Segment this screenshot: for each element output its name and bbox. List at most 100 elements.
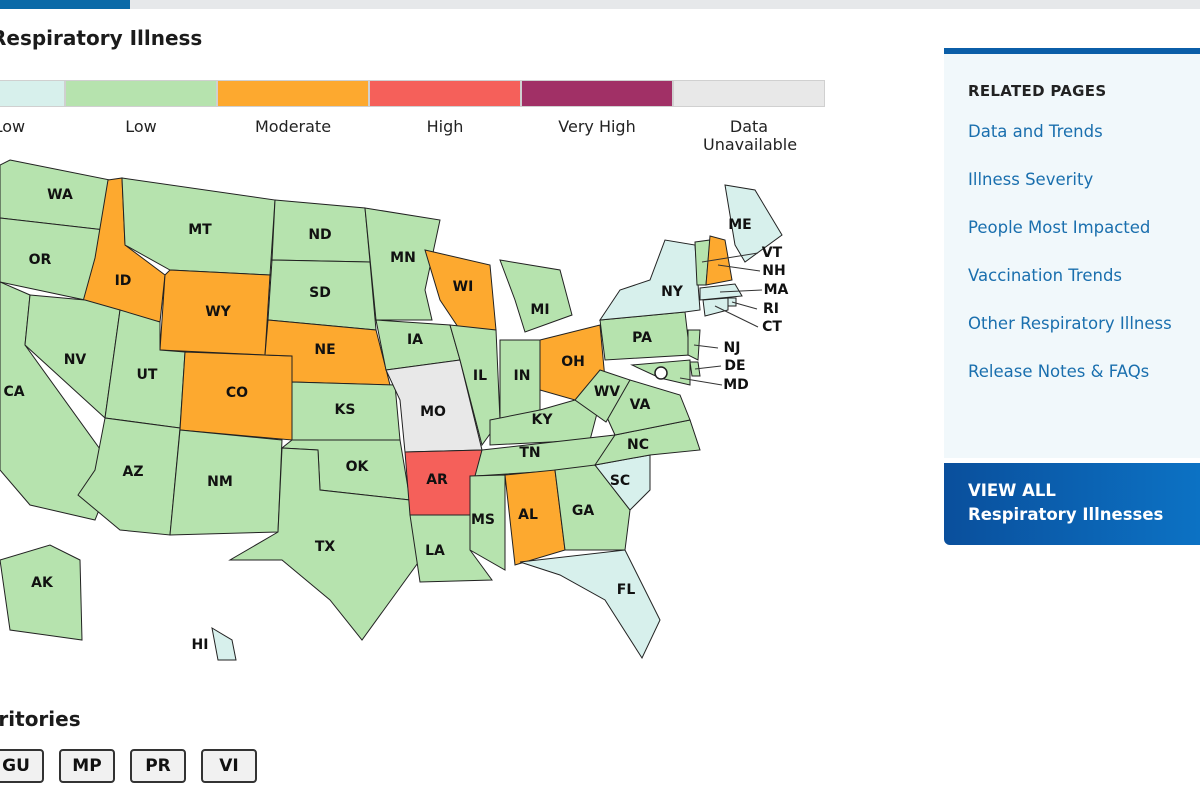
state-label: NV — [64, 352, 87, 368]
progress-segment — [0, 0, 130, 9]
territory-buttons: GU MP PR VI — [0, 749, 257, 783]
state-label: MN — [390, 250, 416, 266]
state[interactable] — [599, 239, 701, 321]
legend-item: Very Low — [0, 80, 65, 136]
legend-label: Low — [125, 117, 157, 136]
state[interactable] — [228, 447, 421, 641]
territory-button[interactable]: VI — [201, 749, 257, 783]
state-label: OH — [561, 354, 585, 370]
state-label: NH — [762, 263, 785, 279]
leader-line — [701, 252, 759, 263]
state-label: IN — [514, 368, 531, 384]
state-label: NY — [661, 284, 684, 300]
sidebar: RELATED PAGES Data and Trends Illness Sev… — [944, 48, 1200, 545]
territories-title: Territories — [0, 707, 81, 731]
state-label: CA — [3, 384, 24, 400]
state-label: KS — [335, 402, 356, 418]
legend-item: High — [369, 80, 521, 136]
dc-marker — [654, 366, 668, 380]
related-link[interactable]: Data and Trends — [968, 122, 1103, 141]
legend-swatch — [521, 80, 673, 107]
legend-label: Very Low — [0, 117, 26, 136]
state-label: MA — [764, 282, 789, 298]
state[interactable] — [469, 474, 506, 571]
page-title: Respiratory Illness — [0, 26, 203, 50]
state-label: WV — [594, 384, 620, 400]
state-label: SD — [309, 285, 331, 301]
state-label: OK — [346, 459, 370, 475]
state-label: UT — [137, 367, 158, 383]
state-label: WA — [47, 187, 73, 203]
state-label: NE — [314, 342, 335, 358]
us-map: WA OR CA ID NV MT WY UT AZ CO NM ND SD NE KS OK TX MN IA MO… — [0, 159, 789, 661]
state[interactable] — [499, 259, 573, 333]
legend-item: Very High — [521, 80, 673, 136]
state-label: WI — [453, 279, 474, 295]
related-link[interactable]: People Most Impacted — [968, 218, 1151, 237]
legend-swatch — [65, 80, 217, 107]
leader-line — [679, 377, 723, 386]
state-label: MS — [471, 512, 495, 528]
legend-item: Moderate — [217, 80, 369, 136]
state-label: IA — [407, 332, 423, 348]
legend-swatch — [217, 80, 369, 107]
state-label: MD — [723, 377, 749, 393]
view-all-button[interactable]: VIEW ALL Respiratory Illnesses — [944, 463, 1200, 545]
state-label: AZ — [123, 464, 144, 480]
cta-line: Respiratory Illnesses — [968, 505, 1164, 524]
state-label: ID — [115, 273, 132, 289]
state-label: FL — [617, 582, 636, 598]
leader-line — [694, 365, 722, 370]
related-link[interactable]: Other Respiratory Illness — [968, 314, 1172, 333]
legend-label: Moderate — [254, 117, 332, 136]
state-labels: WA OR CA ID NV MT WY UT AZ CO NM ND SD NE KS OK TX MN IA MO… — [3, 187, 788, 653]
territory-button[interactable]: GU — [0, 749, 44, 783]
related-pages: RELATED PAGES Data and Trends Illness Sev… — [944, 48, 1200, 458]
related-link[interactable]: Illness Severity — [968, 170, 1094, 189]
legend-label: Very High — [558, 117, 636, 136]
legend-swatch — [673, 80, 825, 107]
related-link[interactable]: Vaccination Trends — [968, 266, 1123, 285]
state-label: NM — [207, 474, 233, 490]
cta-line: VIEW ALL — [968, 481, 1056, 500]
legend-label: Data Unavailable — [703, 117, 798, 154]
state-label: AK — [31, 575, 54, 591]
state[interactable] — [211, 626, 237, 661]
leader-line — [714, 305, 759, 328]
state[interactable] — [724, 184, 783, 263]
states — [0, 159, 783, 661]
territory-button[interactable]: MP — [59, 749, 115, 783]
state[interactable] — [409, 514, 493, 583]
state[interactable] — [364, 207, 441, 321]
state-label: VT — [762, 245, 783, 261]
state-label: IL — [473, 368, 487, 384]
legend-label: High — [426, 117, 464, 136]
state-label: LA — [425, 543, 445, 559]
state-label: MT — [188, 222, 212, 238]
state-label: TX — [315, 539, 336, 555]
state[interactable] — [702, 297, 729, 317]
state[interactable] — [519, 549, 661, 660]
leader-line — [717, 264, 761, 272]
leader-line — [731, 301, 758, 310]
state-label: TN — [519, 445, 540, 461]
state[interactable] — [574, 369, 631, 423]
state-label: KY — [532, 412, 554, 428]
leader-line — [693, 344, 719, 349]
progress-bar — [0, 0, 1200, 9]
state-label: OR — [29, 252, 52, 268]
state[interactable] — [0, 544, 83, 641]
territory-button[interactable]: PR — [130, 749, 186, 783]
state-label: CT — [762, 319, 782, 335]
state-label: VA — [630, 397, 651, 413]
state[interactable] — [159, 269, 271, 356]
legend-item: Low — [65, 80, 217, 136]
state[interactable] — [705, 235, 733, 286]
state-label: PA — [632, 330, 652, 346]
related-link[interactable]: Release Notes & FAQs — [968, 362, 1150, 381]
state-label: CO — [226, 385, 248, 401]
related-title: RELATED PAGES — [968, 82, 1107, 100]
state-label: SC — [610, 473, 630, 489]
state-label: ND — [308, 227, 331, 243]
